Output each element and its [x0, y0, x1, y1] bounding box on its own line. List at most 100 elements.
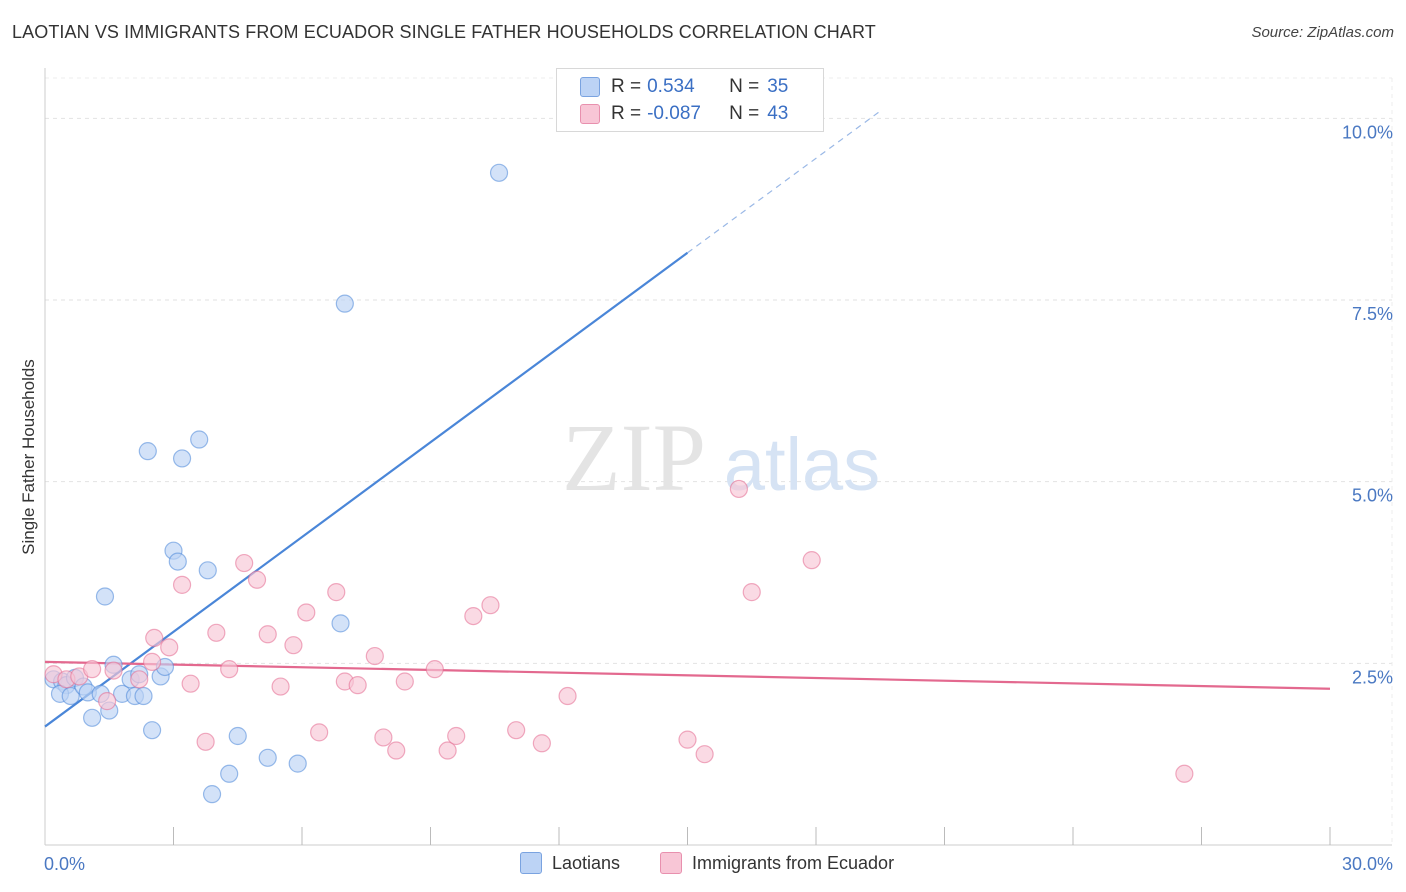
data-point: [348, 676, 367, 695]
data-points: [44, 163, 1194, 804]
watermark: ZIP atlas: [562, 404, 880, 511]
data-point: [98, 692, 117, 711]
data-point: [181, 674, 200, 693]
trend-line-ecuador: [44, 660, 1331, 690]
trend-line-laotians: [44, 251, 689, 728]
data-point: [160, 638, 179, 657]
data-point: [145, 628, 164, 648]
data-point: [104, 661, 123, 680]
y-tick-label: 5.0%: [1352, 486, 1393, 506]
data-point: [532, 734, 551, 753]
legend-item-laotians[interactable]: Laotians: [520, 852, 620, 874]
data-point: [95, 587, 115, 606]
data-point: [438, 741, 457, 760]
data-point: [288, 754, 307, 773]
stats-legend: R = 0.534 N = 35 R = -0.087 N = 43: [556, 68, 824, 132]
data-point: [331, 614, 350, 633]
trend-extension-laotians: [687, 110, 881, 254]
data-point: [447, 726, 466, 746]
data-point: [142, 721, 162, 740]
data-point: [481, 596, 500, 615]
y-axis-label: Single Father Households: [19, 359, 38, 555]
y-tick-label: 7.5%: [1352, 304, 1393, 324]
legend-swatch-ecuador: [660, 852, 682, 874]
data-point: [258, 748, 277, 767]
data-point: [61, 686, 80, 706]
data-point: [235, 553, 254, 573]
data-point: [138, 442, 157, 461]
data-point: [335, 294, 354, 313]
legend-row-ecuador: R = -0.087 N = 43: [580, 101, 789, 127]
legend-swatch-laotians: [520, 852, 542, 874]
data-point: [271, 677, 290, 696]
x-tick-label: 30.0%: [1342, 854, 1393, 874]
n-value: 35: [767, 76, 789, 97]
data-point: [228, 726, 247, 746]
legend-label-ecuador: Immigrants from Ecuador: [692, 852, 895, 873]
grid-lines: [45, 77, 1393, 845]
data-point: [678, 730, 697, 749]
data-point: [258, 625, 277, 644]
data-point: [425, 660, 444, 679]
chart-title: LAOTIAN VS IMMIGRANTS FROM ECUADOR SINGL…: [12, 22, 876, 42]
n-label: N =: [729, 103, 760, 124]
data-point: [130, 670, 149, 689]
data-point: [202, 785, 222, 804]
tick-labels: 2.5% 5.0% 7.5% 10.0% 0.0% 30.0%: [44, 122, 1393, 874]
data-point: [220, 764, 239, 783]
watermark-zip: ZIP: [562, 404, 706, 511]
r-label: R =: [611, 76, 642, 97]
trend-lines: [44, 110, 1331, 728]
data-point: [507, 721, 526, 740]
data-point: [395, 672, 414, 691]
legend-item-ecuador[interactable]: Immigrants from Ecuador: [660, 852, 894, 874]
data-point: [365, 646, 384, 666]
data-point: [207, 623, 226, 642]
legend-swatch-laotians: [580, 77, 600, 97]
data-point: [464, 606, 483, 626]
data-point: [1175, 764, 1194, 783]
source-credit: Source: ZipAtlas.com: [1251, 24, 1394, 41]
y-tick-label: 10.0%: [1342, 122, 1393, 142]
legend-swatch-ecuador: [580, 104, 600, 124]
data-point: [247, 570, 267, 589]
data-point: [198, 561, 217, 580]
series-legend: Laotians Immigrants from Ecuador: [0, 852, 1406, 878]
n-value: 43: [767, 103, 789, 124]
x-tick-label: 0.0%: [44, 854, 85, 874]
r-label: R =: [611, 103, 642, 124]
data-point: [172, 575, 192, 594]
r-value: -0.087: [647, 103, 701, 124]
data-point: [374, 728, 393, 747]
data-point: [327, 583, 346, 602]
watermark-atlas: atlas: [724, 423, 880, 506]
legend-row-laotians: R = 0.534 N = 35: [580, 74, 789, 100]
data-point: [558, 686, 577, 706]
data-point: [172, 449, 192, 468]
data-point: [196, 732, 215, 751]
data-point: [802, 551, 821, 570]
series-ecuador: [44, 479, 1194, 783]
data-point: [83, 660, 102, 679]
data-point: [297, 603, 316, 622]
r-value: 0.534: [647, 76, 695, 97]
data-point: [387, 741, 406, 760]
data-point: [310, 723, 329, 742]
data-point: [142, 652, 162, 671]
data-point: [168, 552, 187, 571]
legend-label-laotians: Laotians: [552, 852, 621, 873]
data-point: [284, 636, 303, 655]
data-point: [742, 583, 761, 602]
n-label: N =: [729, 76, 760, 97]
data-point: [489, 163, 509, 182]
data-point: [220, 660, 239, 679]
data-point: [729, 479, 749, 499]
data-point: [83, 708, 102, 727]
data-point: [190, 430, 209, 449]
y-tick-label: 2.5%: [1352, 667, 1393, 687]
data-point: [134, 686, 153, 706]
axes: [44, 68, 1392, 846]
series-laotians: [44, 163, 509, 804]
data-point: [695, 745, 714, 764]
